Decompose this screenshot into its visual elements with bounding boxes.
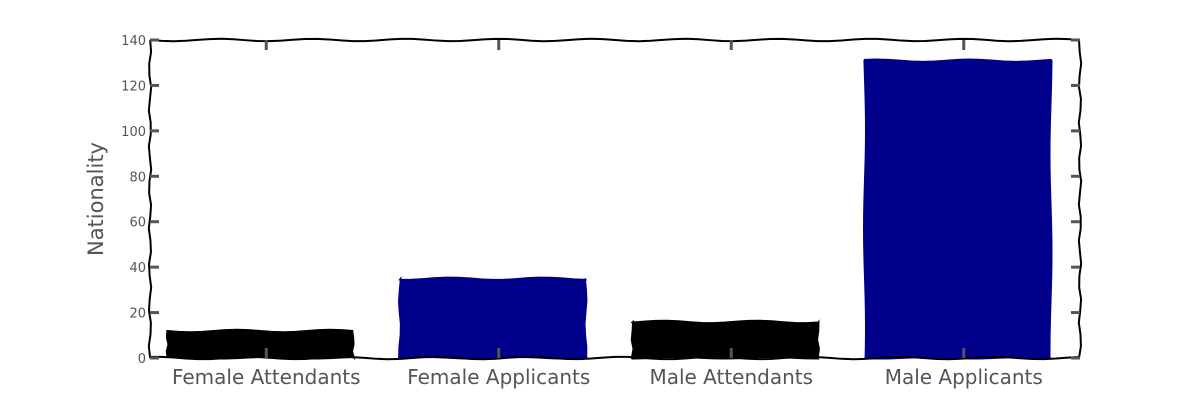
y-tick-label: 0 [138, 352, 146, 367]
bars-group [165, 58, 1053, 361]
bar-1 [397, 276, 588, 360]
x-tick-label: Female Attendants [172, 365, 361, 389]
y-tick-label: 100 [121, 125, 146, 140]
y-tick-labels: 0 20 40 60 80 100 120 140 [121, 34, 146, 367]
bar-3 [861, 58, 1053, 360]
x-tick-label: Female Applicants [407, 365, 590, 389]
bar-2 [630, 319, 820, 360]
y-tick-label: 80 [129, 170, 146, 185]
ticks-group [150, 38, 1080, 360]
y-tick-label: 140 [121, 34, 146, 49]
x-tick-label: Male Attendants [649, 365, 813, 389]
x-tick-labels: Female Attendants Female Applicants Male A… [172, 365, 1043, 389]
bar-0 [165, 328, 356, 361]
x-tick-label: Male Applicants [885, 365, 1043, 389]
y-tick-label: 60 [129, 216, 146, 231]
y-tick-label: 40 [129, 261, 146, 276]
y-tick-label: 120 [121, 79, 146, 94]
y-tick-label: 20 [129, 307, 146, 322]
plot-frame [147, 37, 1083, 361]
y-axis-title: Nationality [84, 142, 108, 256]
